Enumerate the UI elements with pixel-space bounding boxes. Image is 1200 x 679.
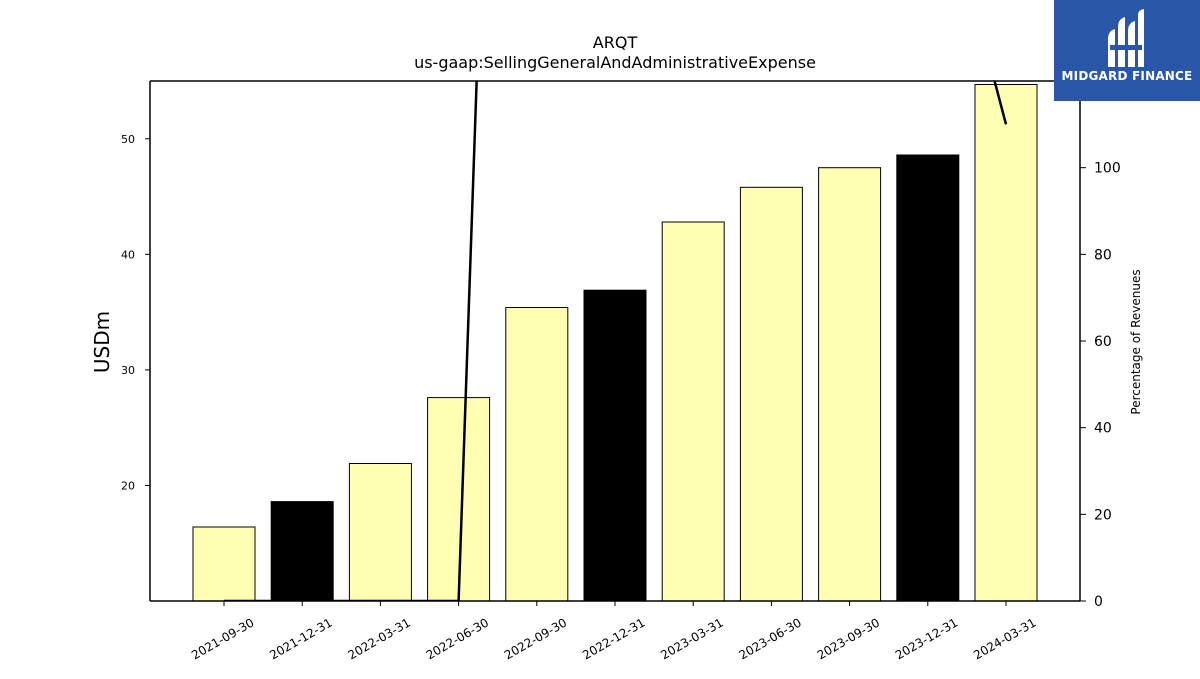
y2-tick-label-40: 40 (1094, 421, 1112, 437)
bar-2021-12-31 (270, 501, 334, 602)
x-tick-label-2022-09-30: 2022-09-30 (502, 615, 569, 662)
bar-2023-03-31 (661, 221, 725, 602)
bar-2024-03-31 (974, 84, 1038, 602)
y-axis-label: USDm (90, 311, 114, 373)
x-tick-label-2024-03-31: 2024-03-31 (971, 615, 1038, 662)
y2-tick-label-0: 0 (1094, 594, 1103, 610)
y-tick-label-40: 40 (121, 248, 135, 261)
x-tick-label-2021-09-30: 2021-09-30 (189, 615, 256, 662)
bar-2021-09-30 (192, 526, 256, 602)
x-tick-label-2021-12-31: 2021-12-31 (267, 615, 334, 662)
x-tick-label-2022-06-30: 2022-06-30 (424, 615, 491, 662)
bar-2022-03-31 (348, 463, 412, 602)
y2-axis-label: Percentage of Revenues (1129, 269, 1143, 414)
x-tick-label-2022-03-31: 2022-03-31 (345, 615, 412, 662)
bar-2023-09-30 (818, 167, 882, 602)
plot-area: 20 30 40 50 0 20 40 60 80 100 2021-09-30 2021-12-31… (121, 80, 1121, 662)
x-tick-label-2023-09-30: 2023-09-30 (815, 615, 882, 662)
y-tick-label-20: 20 (121, 479, 135, 492)
x-tick-label-2023-03-31: 2023-03-31 (658, 615, 725, 662)
logo-text: MIDGARD FINANCE (1061, 69, 1193, 83)
y-tick-label-30: 30 (121, 364, 135, 377)
y2-tick-label-80: 80 (1094, 247, 1112, 263)
chart-subtitle: us-gaap:SellingGeneralAndAdministrativeE… (414, 53, 816, 72)
x-tick-label-2022-12-31: 2022-12-31 (580, 615, 647, 662)
logo: MIDGARD FINANCE (1054, 0, 1200, 101)
bar-2022-12-31 (583, 289, 647, 602)
y2-tick-label-100: 100 (1094, 161, 1121, 177)
chart-title: ARQT (593, 33, 638, 52)
y2-tick-label-60: 60 (1094, 334, 1112, 350)
bar-2023-12-31 (896, 154, 960, 602)
bar-2023-06-30 (739, 186, 803, 602)
y2-tick-label-20: 20 (1094, 507, 1112, 523)
y-tick-label-50: 50 (121, 133, 135, 146)
x-tick-label-2023-06-30: 2023-06-30 (736, 615, 803, 662)
x-tick-label-2023-12-31: 2023-12-31 (893, 615, 960, 662)
logo-icon (1108, 9, 1144, 67)
bar-2022-09-30 (505, 307, 569, 602)
